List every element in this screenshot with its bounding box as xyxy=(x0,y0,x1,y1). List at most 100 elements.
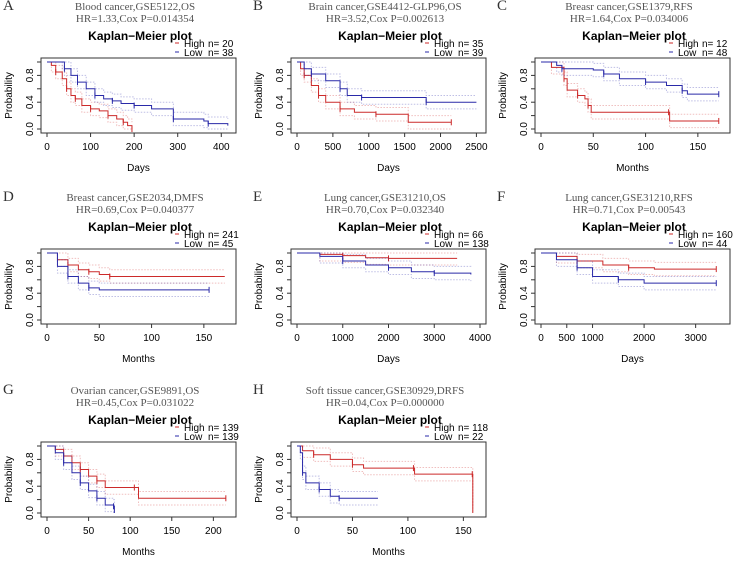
legend-count: n= 138 xyxy=(458,239,489,250)
panel-letter: C xyxy=(497,0,508,14)
confidence-band-low xyxy=(541,61,719,102)
legend-label: Low xyxy=(434,48,453,59)
y-axis-label: Probability xyxy=(4,72,15,119)
y-tick-label: 0.4 xyxy=(519,95,530,109)
panel-letter: H xyxy=(253,382,264,398)
x-tick-label: 3000 xyxy=(685,333,708,344)
y-tick-label: 0.0 xyxy=(519,313,530,327)
legend-count: n= 20 xyxy=(208,39,234,50)
x-tick-label: 150 xyxy=(163,526,180,537)
y-axis-label: Probability xyxy=(4,263,15,310)
legend-count: n= 66 xyxy=(458,230,484,241)
panel-title: Lung cancer,GSE31210,OS xyxy=(323,192,447,204)
y-tick-label: 0.8 xyxy=(519,259,530,273)
km-panel-c: C Breasr cancer,GSE1379,RFS HR=1.64,Cox … xyxy=(494,0,737,186)
legend-label: High xyxy=(434,230,455,241)
survival-curve-low xyxy=(297,61,477,103)
plot-frame xyxy=(40,441,237,518)
legend-count: n= 39 xyxy=(458,48,484,59)
confidence-band-low xyxy=(297,252,472,268)
survival-curve-high xyxy=(47,445,226,499)
x-tick-label: 2000 xyxy=(633,333,656,344)
km-title: Kaplan−Meier plot xyxy=(338,29,442,43)
x-tick-label: 0 xyxy=(44,333,50,344)
panel-subtitle: HR=1.64,Cox P=0.034006 xyxy=(569,13,689,25)
x-tick-label: 0 xyxy=(44,526,50,537)
panel-subtitle: HR=3.52,Cox P=0.002613 xyxy=(325,13,445,25)
legend-count: n= 139 xyxy=(208,423,239,434)
x-tick-label: 2500 xyxy=(465,142,488,153)
km-title: Kaplan−Meier plot xyxy=(338,220,442,234)
legend-label: High xyxy=(434,39,455,50)
y-tick-label: 0.0 xyxy=(25,313,36,327)
confidence-band-high xyxy=(541,61,719,129)
y-tick-label: 0.4 xyxy=(275,95,286,109)
confidence-band-low xyxy=(47,252,210,298)
confidence-band-low xyxy=(297,61,477,110)
legend-count: n= 241 xyxy=(208,230,239,241)
y-axis-label: Probability xyxy=(4,456,15,503)
km-title: Kaplan−Meier plot xyxy=(88,29,192,43)
x-tick-label: 100 xyxy=(122,526,139,537)
survival-curve-low xyxy=(47,61,229,126)
x-tick-label: 0 xyxy=(44,142,50,153)
x-tick-label: 500 xyxy=(325,142,342,153)
x-tick-label: 200 xyxy=(205,526,222,537)
y-tick-label: 0.0 xyxy=(275,506,286,520)
survival-curve-low xyxy=(297,445,378,499)
y-tick-label: 0.8 xyxy=(519,68,530,82)
km-title: Kaplan−Meier plot xyxy=(338,413,442,427)
survival-curve-low xyxy=(541,61,719,95)
y-tick-label: 0.4 xyxy=(25,95,36,109)
x-tick-label: 300 xyxy=(169,142,186,153)
x-tick-label: 1000 xyxy=(581,333,604,344)
x-tick-label: 400 xyxy=(213,142,230,153)
panel-title: Breasr cancer,GSE1379,RFS xyxy=(565,1,693,13)
plot-frame xyxy=(290,441,487,518)
survival-curve-high xyxy=(297,445,474,513)
x-tick-label: 0 xyxy=(538,333,544,344)
y-axis-label: Probability xyxy=(498,263,509,310)
legend-label: Low xyxy=(678,48,697,59)
y-tick-label: 0.8 xyxy=(25,68,36,82)
x-tick-label: 3000 xyxy=(423,333,446,344)
x-axis-label: Days xyxy=(377,354,400,365)
x-tick-label: 150 xyxy=(455,526,472,537)
x-tick-label: 100 xyxy=(637,142,654,153)
confidence-band-low xyxy=(47,252,210,284)
x-tick-label: 100 xyxy=(400,526,417,537)
x-tick-label: 500 xyxy=(558,333,575,344)
x-tick-label: 0 xyxy=(294,333,300,344)
km-panel-b: B Brain cancer,GSE4412-GLP96,OS HR=3.52,… xyxy=(250,0,495,186)
km-panel-d: D Breast cancer,GSE2034,DMFS HR=0.69,Cox… xyxy=(0,189,245,377)
legend-count: n= 38 xyxy=(208,48,234,59)
legend-label: High xyxy=(184,423,205,434)
legend-label: Low xyxy=(184,432,203,443)
panel-title: Brain cancer,GSE4412-GLP96,OS xyxy=(308,1,462,13)
legend-count: n= 48 xyxy=(702,48,728,59)
y-tick-label: 0.0 xyxy=(25,122,36,136)
plot-frame xyxy=(40,248,237,325)
legend-label: High xyxy=(184,39,205,50)
y-axis-label: Probability xyxy=(254,263,265,310)
panel-letter: B xyxy=(253,0,264,14)
x-tick-label: 4000 xyxy=(469,333,492,344)
y-tick-label: 0.4 xyxy=(275,286,286,300)
y-tick-label: 0.0 xyxy=(519,122,530,136)
panel-letter: G xyxy=(3,382,14,398)
legend-count: n= 22 xyxy=(458,432,484,443)
confidence-band-high xyxy=(541,61,719,115)
y-axis-label: Probability xyxy=(254,72,265,119)
confidence-band-high xyxy=(47,252,225,271)
legend-count: n= 12 xyxy=(702,39,728,50)
x-tick-label: 0 xyxy=(294,142,300,153)
y-tick-label: 0.4 xyxy=(519,286,530,300)
legend-count: n= 45 xyxy=(208,239,234,250)
panel-title: Blood cancer,GSE5122,OS xyxy=(74,1,196,13)
panel-title: Lung cancer,GSE31210,RFS xyxy=(565,192,693,204)
y-tick-label: 0.4 xyxy=(25,286,36,300)
y-tick-label: 0.8 xyxy=(275,259,286,273)
plot-frame xyxy=(290,57,487,134)
